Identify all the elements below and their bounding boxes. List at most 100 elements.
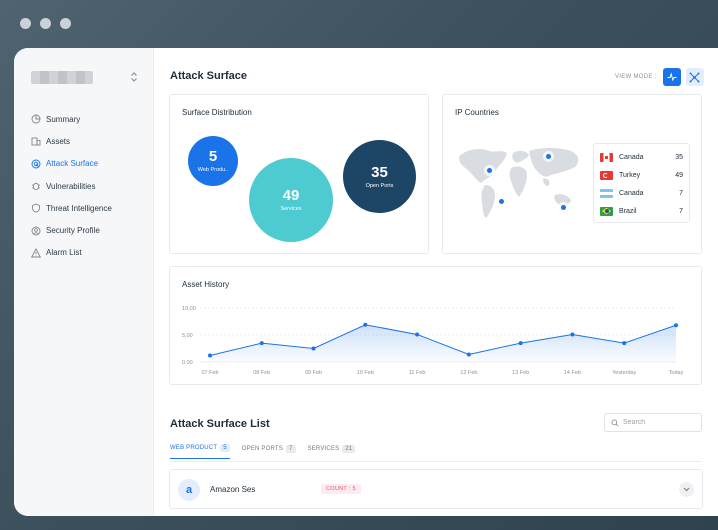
main-content: Attack Surface VIEW MODE : Surface Distr… [154,48,718,516]
card-title: Asset History [182,280,230,289]
data-point [570,332,575,337]
surface-distribution-card: Surface Distribution 5 Web Produ.. 49 Se… [169,94,429,254]
expand-button[interactable] [679,482,694,497]
bubble-open-ports[interactable]: 35 Open Ports [343,140,416,213]
sidebar-item-label: Attack Surface [46,159,99,169]
org-switcher[interactable] [30,70,153,84]
pulse-icon [667,72,677,82]
building-icon [30,136,41,147]
data-point [518,341,523,346]
y-tick-label: 0,00 [182,360,193,366]
count-badge: COUNT : 5 [321,484,361,494]
country-value: 35 [675,153,683,161]
x-tick-label: Yesterday [612,370,637,376]
country-row[interactable]: Brazil 7 [600,202,683,220]
sidebar-item-alarm-list[interactable]: Alarm List [30,242,153,264]
tab-open-ports[interactable]: OPEN PORTS 7 [242,444,296,459]
search-box [604,413,702,432]
sidebar-item-summary[interactable]: Summary [30,108,153,130]
turkey-flag-icon [600,170,613,180]
bubble-label: Services [280,206,302,212]
window-dot-close[interactable] [20,18,31,29]
network-icon [689,72,700,82]
bubble-web-products[interactable]: 5 Web Produ.. [188,136,238,186]
data-point [208,353,212,358]
country-value: 49 [675,171,683,179]
sidebar-item-label: Vulnerabilities [46,181,96,191]
data-point [466,352,471,357]
country-name: Brazil [619,207,637,215]
country-list: Canada 35 Turkey 49 Canada 7 Brazil 7 [593,143,690,223]
map-marker[interactable] [558,202,569,213]
bubble-value: 5 [208,148,218,165]
country-name: Canada [619,153,644,161]
tabs-divider [170,461,702,462]
country-name: Canada [619,189,644,197]
amazon-icon: a [178,479,200,501]
tab-count-badge: 5 [220,444,230,452]
map-marker[interactable] [543,151,554,162]
window-dot-minimize[interactable] [40,18,51,29]
sidebar-item-attack-surface[interactable]: Attack Surface [30,153,153,175]
series-area [210,324,676,362]
tab-label: OPEN PORTS [241,445,283,452]
shield-icon [30,203,41,214]
map-marker[interactable] [496,196,507,207]
x-tick-label: 07 Feb [201,370,218,376]
data-point [363,322,368,327]
list-item-name: Amazon Ses [210,485,256,494]
sidebar-item-security-profile[interactable]: Security Profile [30,219,153,241]
sidebar-item-label: Assets [46,136,71,146]
window-controls [20,18,71,29]
sidebar-item-label: Threat Intelligence [46,203,112,213]
page-title: Attack Surface [170,70,248,82]
y-tick-label: 10,00 [182,306,196,312]
country-row[interactable]: Turkey 49 [600,166,683,184]
data-point [415,332,420,337]
data-point [674,323,678,328]
bubble-services[interactable]: 49 Services [249,158,333,242]
x-tick-label: Today [669,370,684,376]
list-tabs: WEB PRODUCT 5 OPEN PORTS 7 SERVICES 21 [170,444,356,459]
series-line [209,324,677,357]
sidebar: Summary Assets Attack Surface Vulnerabil… [14,48,154,516]
data-point [622,341,627,346]
canada-flag-icon [600,152,613,162]
country-name: Turkey [619,171,641,179]
country-value: 7 [679,207,683,215]
argentina-flag-icon [600,188,613,198]
pulse-view-button[interactable] [662,68,681,86]
sidebar-item-label: Security Profile [46,226,100,236]
network-view-button[interactable] [685,68,704,86]
chevron-down-icon [683,487,690,492]
asset-history-card: Asset History 0,00 5,00 10,00 07 Feb 08 Feb 0… [169,266,702,385]
tab-label: SERVICES [307,445,340,452]
map-marker[interactable] [484,165,495,176]
x-tick-label: 11 Feb [409,370,426,376]
list-item[interactable]: a Amazon Ses COUNT : 5 [169,469,703,509]
x-tick-label: 13 Feb [512,370,529,376]
sidebar-item-threat-intelligence[interactable]: Threat Intelligence [30,197,153,219]
country-row[interactable]: Canada 35 [600,148,683,166]
sidebar-item-assets[interactable]: Assets [30,130,153,152]
card-title: IP Countries [455,108,499,117]
data-point [311,346,316,351]
window-dot-maximize[interactable] [60,18,71,29]
bubble-label: Web Produ.. [197,167,229,173]
x-tick-label: 12 Feb [460,370,477,376]
country-row[interactable]: Canada 7 [600,184,683,202]
sidebar-item-label: Alarm List [46,248,82,258]
tab-label: WEB PRODUCT [170,445,218,451]
tab-services[interactable]: SERVICES 21 [308,444,356,459]
x-tick-label: 08 Feb [253,370,270,376]
list-title: Attack Surface List [170,418,270,430]
tab-web-product[interactable]: WEB PRODUCT 5 [170,444,230,459]
sidebar-item-label: Summary [46,114,81,124]
sidebar-nav: Summary Assets Attack Surface Vulnerabil… [30,108,153,264]
search-input[interactable] [623,419,693,426]
asset-history-chart: 0,00 5,00 10,00 07 Feb 08 Feb 09 Feb 10 Feb 11 … [182,306,684,376]
bubble-label: Open Ports [365,182,394,189]
sidebar-item-vulnerabilities[interactable]: Vulnerabilities [30,175,153,197]
card-title: Surface Distribution [182,108,252,117]
country-value: 7 [679,189,683,197]
